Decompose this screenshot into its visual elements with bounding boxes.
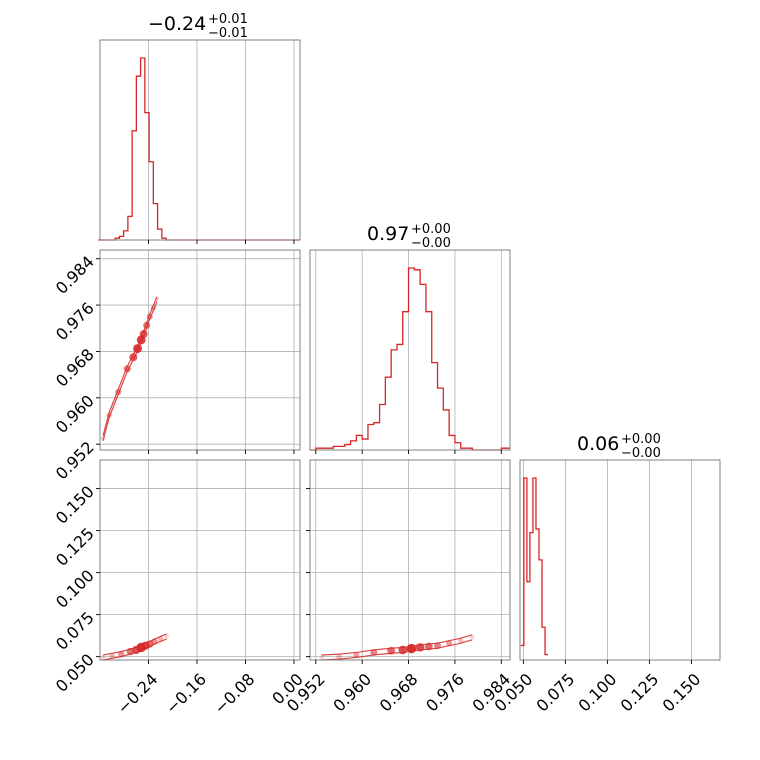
tick-label-x-p21-1: 0.960 <box>329 670 375 716</box>
title-param-1-lower: −0.00 <box>411 236 451 251</box>
panel-frame-p21 <box>309 459 511 661</box>
scatter-point-p21-2 <box>353 651 360 658</box>
tick-label-y-p20-1: 0.075 <box>52 608 98 654</box>
tick-label-x-p20-2: −0.08 <box>210 670 258 718</box>
tick-label-x-p21-3: 0.976 <box>422 670 468 716</box>
histogram-line-p11 <box>310 267 510 451</box>
panel-frame-p10 <box>99 249 301 451</box>
panel-frame-p00 <box>99 39 301 241</box>
scatter-point-p21-1 <box>336 654 342 660</box>
histogram-line-p00 <box>98 57 300 241</box>
panel-bg-p20 <box>100 460 300 660</box>
tick-label-y-p20-2: 0.100 <box>52 566 98 612</box>
title-param-1-upper: +0.00 <box>411 222 451 237</box>
scatter-point-p20-0 <box>100 655 106 660</box>
tick-label-y-p10-1: 0.960 <box>52 391 98 437</box>
tick-label-y-p20-3: 0.125 <box>52 524 98 570</box>
contour-upper-p20 <box>102 633 167 656</box>
grid-layer <box>100 40 720 660</box>
panel-bg-p10 <box>100 250 300 450</box>
tick-label-y-p10-4: 0.984 <box>52 252 98 298</box>
scatter-point-p20-1 <box>109 653 115 659</box>
tick-label-x-p20-0: −0.24 <box>113 670 161 718</box>
panel-bg-p11 <box>310 250 510 450</box>
tick-label-y-p10-2: 0.968 <box>52 345 98 391</box>
scatter-point-p21-10 <box>446 640 453 647</box>
title-param-1-value: 0.97 <box>367 223 409 245</box>
panel-frame-p20 <box>99 459 301 661</box>
scatter-point-p21-0 <box>319 655 324 660</box>
panel-bg-p21 <box>310 460 510 660</box>
scatter-point-p20-10 <box>164 634 169 639</box>
panel-bg-p22 <box>520 460 720 660</box>
title-param-2: 0.06 <box>577 433 619 455</box>
tick-label-x-p22-2: 0.100 <box>575 670 621 716</box>
tick-label-x-p22-3: 0.125 <box>617 670 663 716</box>
panel-frame-p22 <box>519 459 721 661</box>
contour-upper-p21 <box>321 634 473 656</box>
tick-label-y-p10-0: 0.952 <box>52 438 98 484</box>
contour-lower-p10 <box>102 301 158 442</box>
contour-lower-p21 <box>321 639 473 661</box>
data-layer <box>98 57 549 661</box>
tick-label-y-p10-3: 0.976 <box>52 298 98 344</box>
tick-label-x-p21-2: 0.968 <box>376 670 422 716</box>
title-param-2-upper: +0.00 <box>621 432 661 447</box>
panel-frame-p11 <box>309 249 511 451</box>
title-param-0-value: −0.24 <box>148 13 206 35</box>
title-param-0-upper: +0.01 <box>208 12 248 27</box>
panel-bg-p00 <box>100 40 300 240</box>
title-param-2-value: 0.06 <box>577 433 619 455</box>
title-param-1: 0.97 <box>367 223 409 245</box>
title-param-0: −0.24 <box>148 13 206 35</box>
contour-upper-p10 <box>102 296 158 437</box>
tick-label-x-p22-1: 0.075 <box>533 670 579 716</box>
tick-label-y-p20-0: 0.050 <box>52 650 98 696</box>
title-param-0-lower: −0.01 <box>208 26 248 41</box>
scatter-point-p21-11 <box>458 638 464 644</box>
tick-label-x-p22-4: 0.150 <box>659 670 705 716</box>
histogram-line-p22 <box>520 477 549 656</box>
contour-lower-p20 <box>102 638 167 661</box>
title-param-2-lower: −0.00 <box>621 446 661 461</box>
scatter-point-p21-12 <box>470 635 475 640</box>
frame-layer <box>99 39 721 661</box>
tick-label-x-p20-1: −0.16 <box>162 670 210 718</box>
tick-label-y-p20-4: 0.150 <box>52 482 98 528</box>
